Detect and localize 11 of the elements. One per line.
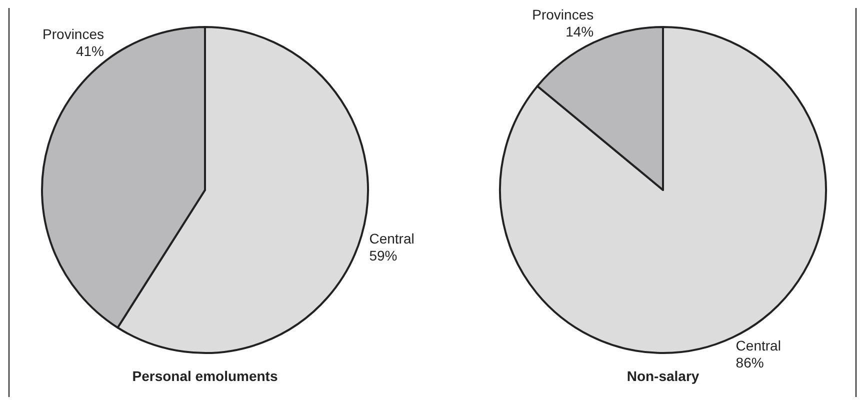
data-label: 14% <box>566 24 594 40</box>
data-label: 86% <box>736 354 764 371</box>
data-label: 41% <box>76 43 104 60</box>
slice-label: Central <box>369 230 414 247</box>
text: Personal emoluments <box>132 368 278 384</box>
slice-label: Provinces <box>42 26 104 42</box>
pie-slice <box>499 26 827 354</box>
text: Non-salary <box>626 368 700 384</box>
slice-label: Central <box>736 338 781 354</box>
slice-label: Provinces <box>532 6 594 23</box>
data-label: 59% <box>369 248 398 264</box>
